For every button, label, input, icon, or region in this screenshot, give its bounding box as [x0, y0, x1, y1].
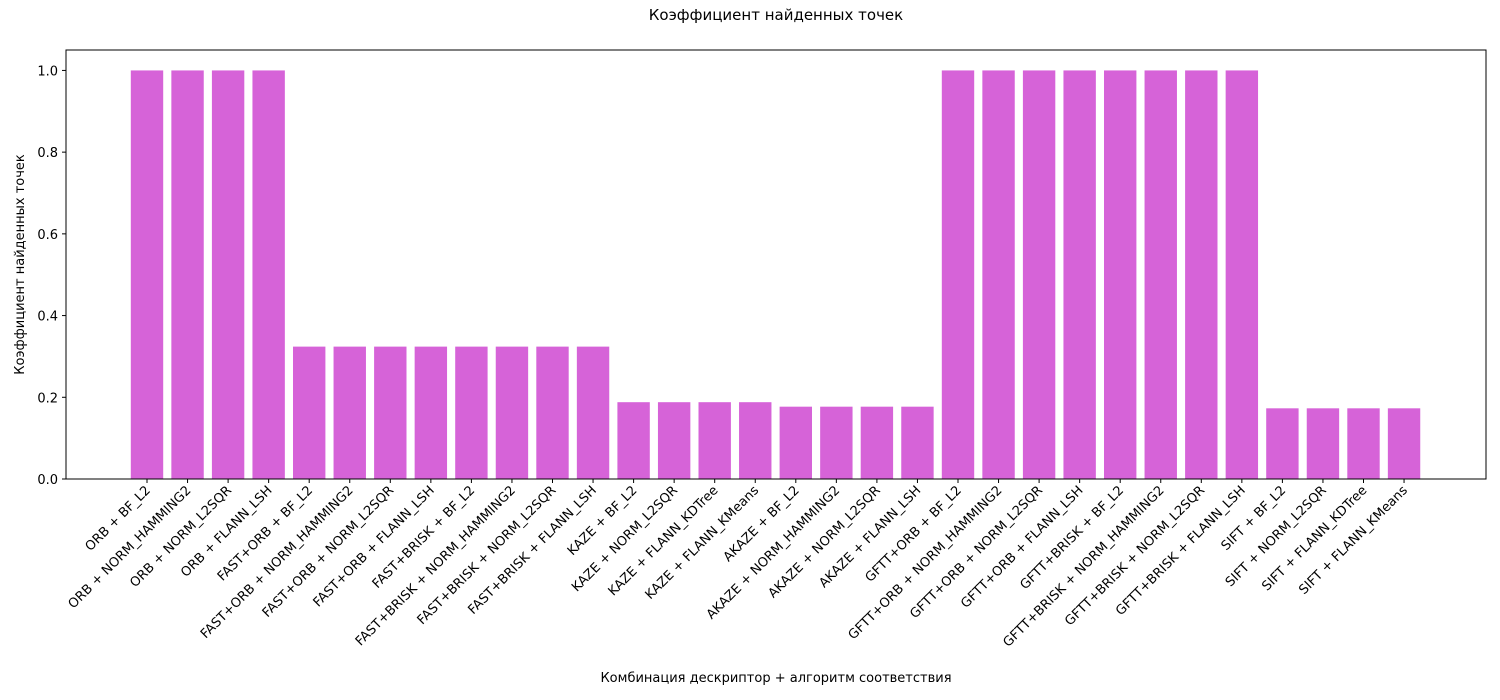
x-tick-label: FAST+ORB + NORM_HAMMING2 — [198, 483, 357, 642]
y-tick-label: 1.0 — [37, 64, 58, 79]
bar — [1185, 70, 1218, 480]
bar — [374, 346, 407, 479]
bar — [455, 346, 488, 479]
y-axis: 0.0 0.2 0.4 0.6 0.8 1.0 — [37, 64, 66, 488]
bar — [171, 70, 204, 480]
bar — [657, 402, 691, 479]
plot-frame — [65, 49, 1487, 480]
bar — [1387, 408, 1421, 479]
y-tick-label: 0.0 — [37, 473, 58, 488]
bar — [252, 70, 285, 480]
bar — [211, 70, 245, 480]
y-tick-label: 0.4 — [37, 310, 58, 325]
bar — [1225, 70, 1259, 480]
bar — [982, 70, 1015, 480]
x-tick-label: KAZE + BF_L2 — [565, 483, 641, 559]
bar — [1347, 408, 1380, 479]
bar — [1104, 70, 1137, 480]
bar — [901, 406, 934, 479]
bar — [617, 402, 650, 479]
y-tick-label: 0.6 — [37, 228, 58, 243]
y-tick-label: 0.8 — [37, 146, 58, 161]
bar — [739, 402, 772, 479]
bar — [293, 346, 326, 479]
bar — [820, 406, 853, 479]
bar — [414, 346, 448, 479]
bars-group — [130, 70, 1421, 480]
bar — [1144, 70, 1177, 480]
bar — [860, 406, 894, 479]
bar — [495, 346, 529, 479]
bar — [1306, 408, 1340, 479]
bar — [1063, 70, 1096, 480]
chart-title: Коэффициент найденных точек — [649, 6, 903, 24]
bar — [1022, 70, 1056, 480]
bar — [333, 346, 366, 479]
y-axis-label: Коэффициент найденных точек — [13, 154, 28, 375]
bar — [941, 70, 975, 480]
bar — [576, 346, 610, 479]
bar — [536, 346, 569, 479]
x-axis-label: Комбинация дескриптор + алгоритм соответ… — [600, 671, 951, 686]
y-tick-label: 0.2 — [37, 391, 58, 406]
bar — [779, 406, 812, 479]
bar — [130, 70, 164, 480]
bar — [698, 402, 731, 479]
bar — [1266, 408, 1299, 479]
